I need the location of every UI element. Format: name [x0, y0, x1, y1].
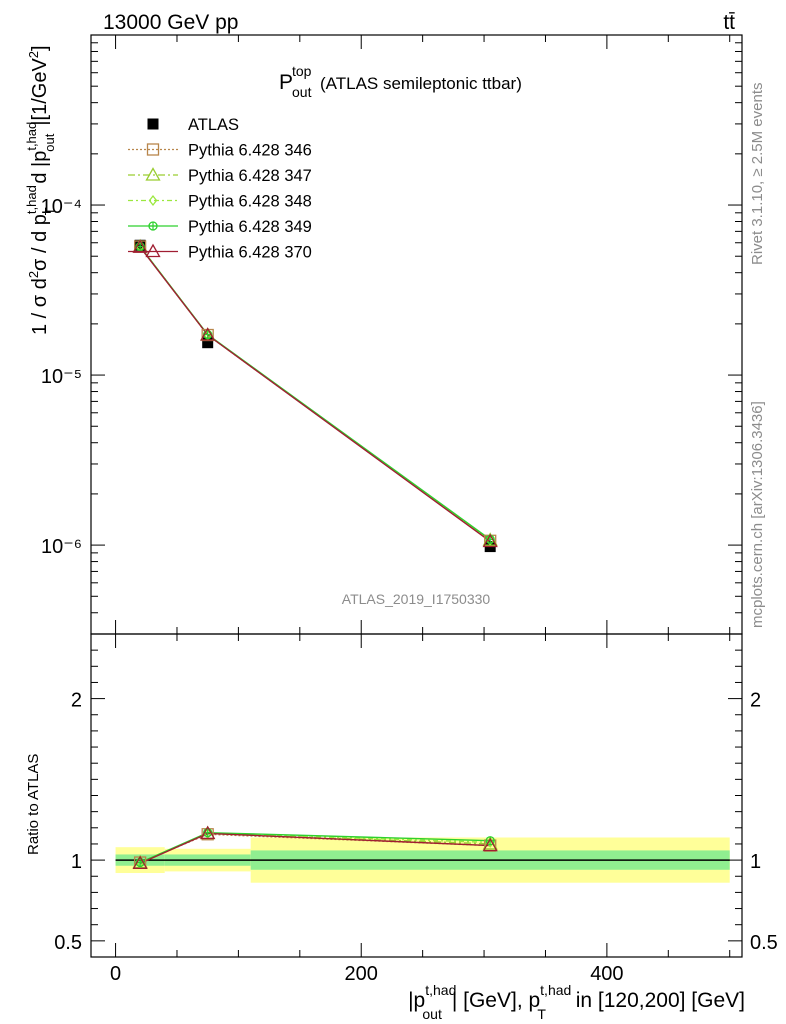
x-tick-label: 400 [590, 963, 623, 985]
y-axis-label-main: 1 / σ d2σ / d pt,had T d |pt,had out|[1/Ge… [24, 45, 57, 335]
legend-item: Pythia 6.428 346 [128, 142, 312, 160]
analysis-watermark: ATLAS_2019_I1750330 [342, 591, 491, 607]
title-text: (ATLAS semileptonic ttbar) [320, 74, 522, 93]
legend-label: Pythia 6.428 348 [188, 193, 312, 211]
rivet-label: Rivet 3.1.10, ≥ 2.5M events [749, 83, 766, 266]
series-line [139, 246, 491, 540]
y-tick-label-ratio: 0.5 [54, 932, 82, 954]
series-line [139, 246, 491, 542]
data-point [202, 337, 214, 349]
series-line [139, 246, 491, 543]
legend-item: Pythia 6.428 349 [128, 218, 312, 236]
legend-marker [148, 194, 158, 207]
legend-label: Pythia 6.428 347 [188, 167, 312, 185]
y-tick-label-main: 10⁻⁶ [41, 536, 82, 558]
x-tick-label: 0 [110, 963, 121, 985]
series-line [139, 246, 491, 541]
y-tick-label-ratio: 2 [71, 690, 82, 712]
legend-item: Pythia 6.428 347 [128, 167, 312, 185]
x-axis-label: |pt,had out| [GeV], pt,had T in [120,200] … [408, 982, 745, 1022]
legend-item: Pythia 6.428 348 [128, 193, 312, 211]
ratio-point [482, 837, 498, 852]
legend-marker [145, 243, 161, 258]
legend-item: ATLAS [147, 116, 239, 134]
y-tick-label-ratio-right: 2 [750, 690, 761, 712]
legend-item: Pythia 6.428 370 [128, 244, 312, 262]
y-tick-label-main: 10⁻⁵ [41, 366, 82, 388]
series-point [482, 533, 498, 548]
title-subscript: out [292, 84, 312, 100]
y-axis-label-ratio: Ratio to ATLAS [25, 754, 42, 855]
legend-label: ATLAS [188, 116, 239, 134]
plot-title: P top out (ATLAS semileptonic ttbar) [279, 63, 522, 100]
legend-label: Pythia 6.428 349 [188, 218, 312, 236]
legend-marker [145, 167, 161, 181]
y-tick-label-ratio-right: 1 [750, 851, 761, 873]
legend-marker [147, 118, 159, 130]
process-label: tt̄ [723, 11, 735, 34]
mcplots-label: mcplots.cern.ch [arXiv:1306.3436] [749, 401, 766, 628]
y-tick-label-ratio-right: 0.5 [750, 932, 778, 954]
y-tick-label-main: 10⁻⁴ [41, 196, 82, 218]
title-symbol: P [279, 71, 293, 94]
series-line [139, 246, 491, 541]
series-point [132, 239, 148, 253]
y-tick-label-ratio: 1 [71, 851, 82, 873]
x-tick-label: 200 [345, 963, 378, 985]
legend-marker [146, 143, 160, 156]
series-point [200, 327, 216, 341]
ratio-panel-frame [90, 633, 743, 958]
legend-label: Pythia 6.428 370 [188, 244, 312, 262]
energy-label: 13000 GeV pp [103, 11, 238, 34]
title-superscript: top [292, 63, 312, 79]
ratio-point [132, 855, 148, 869]
ratio-point [200, 825, 216, 840]
legend-label: Pythia 6.428 346 [188, 142, 312, 160]
